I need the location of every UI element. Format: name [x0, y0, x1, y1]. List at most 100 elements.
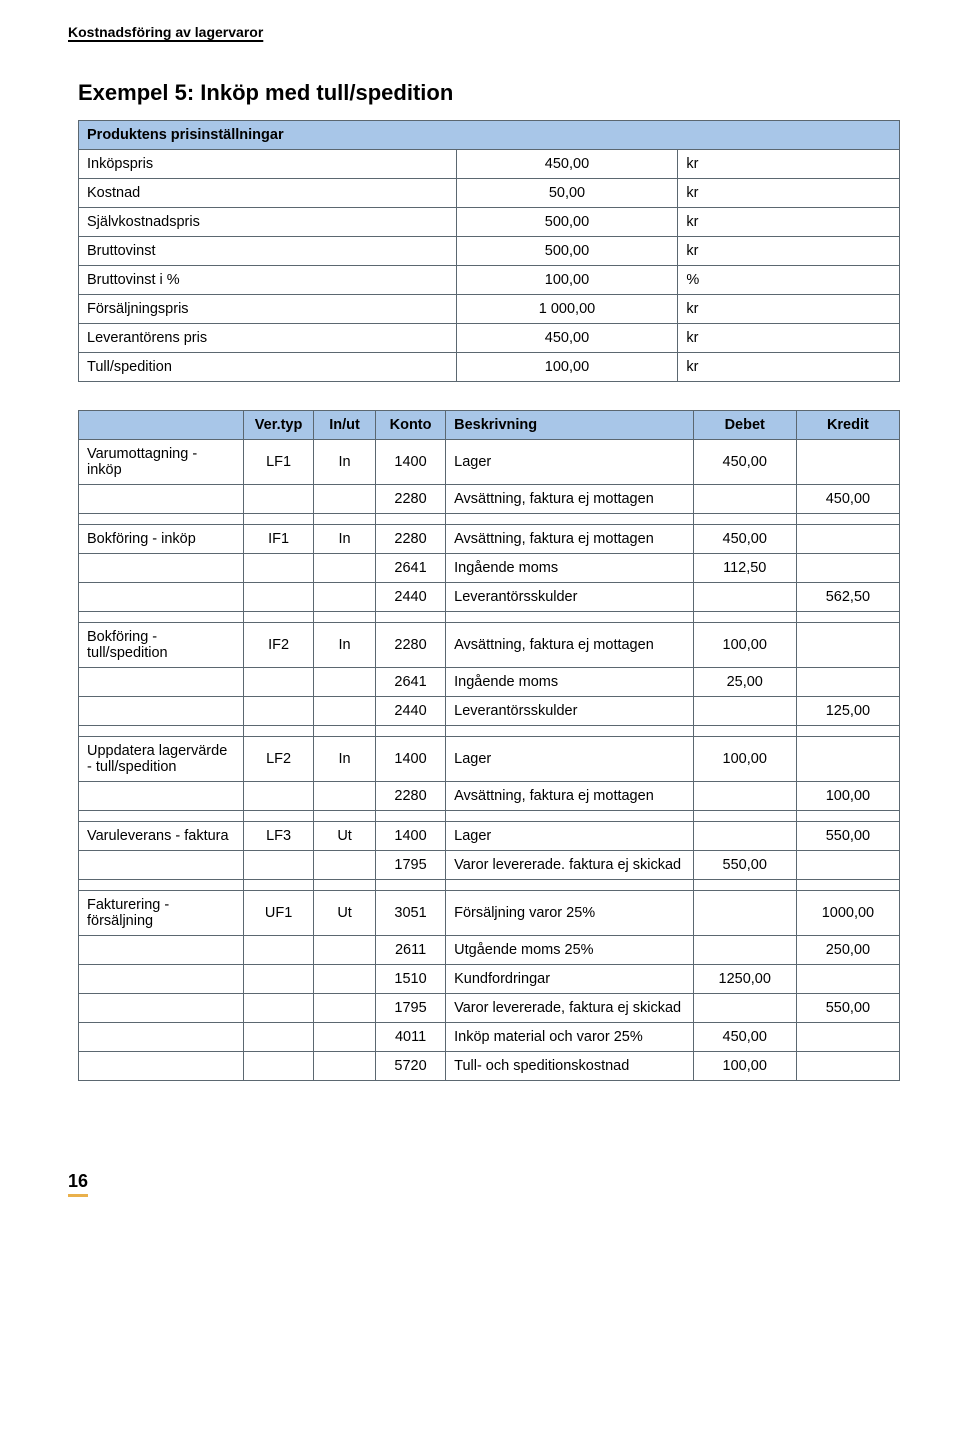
cell-category — [79, 782, 244, 811]
cell-beskrivning: Lager — [446, 737, 694, 782]
cell-beskrivning: Ingående moms — [446, 668, 694, 697]
running-header: Kostnadsföring av lagervaror — [68, 24, 900, 40]
cell-kredit — [796, 623, 899, 668]
price-label: Tull/spedition — [79, 353, 457, 382]
cell-ver: IF2 — [244, 623, 314, 668]
cell-kredit — [796, 965, 899, 994]
price-label: Inköpspris — [79, 150, 457, 179]
cell-category: Varumottagning - inköp — [79, 440, 244, 485]
cell-debet — [693, 936, 796, 965]
ledger-row: 2641Ingående moms112,50 — [79, 554, 900, 583]
ledger-row: Bokföring - inköpIF1In2280Avsättning, fa… — [79, 525, 900, 554]
cell-kredit — [796, 554, 899, 583]
price-unit: % — [678, 266, 900, 295]
cell-debet — [693, 782, 796, 811]
cell-category — [79, 485, 244, 514]
cell-ver — [244, 514, 314, 525]
ledger-row: 2641Ingående moms25,00 — [79, 668, 900, 697]
cell-kredit — [796, 880, 899, 891]
cell-debet — [693, 726, 796, 737]
cell-debet: 100,00 — [693, 737, 796, 782]
cell-category — [79, 612, 244, 623]
price-unit: kr — [678, 324, 900, 353]
cell-inut — [314, 880, 376, 891]
cell-kredit: 100,00 — [796, 782, 899, 811]
cell-beskrivning: Avsättning, faktura ej mottagen — [446, 485, 694, 514]
cell-konto: 1510 — [376, 965, 446, 994]
price-label: Självkostnadspris — [79, 208, 457, 237]
cell-konto: 1400 — [376, 822, 446, 851]
price-settings-table: Produktens prisinställningar Inköpspris4… — [78, 120, 900, 382]
cell-inut — [314, 1052, 376, 1081]
cell-konto: 2280 — [376, 623, 446, 668]
cell-konto — [376, 514, 446, 525]
cell-beskrivning: Utgående moms 25% — [446, 936, 694, 965]
ledger-row: 2440Leverantörsskulder562,50 — [79, 583, 900, 612]
page-title: Exempel 5: Inköp med tull/spedition — [78, 80, 900, 106]
price-label: Kostnad — [79, 179, 457, 208]
cell-category — [79, 936, 244, 965]
price-unit: kr — [678, 179, 900, 208]
price-unit: kr — [678, 353, 900, 382]
cell-ver: LF1 — [244, 440, 314, 485]
cell-ver — [244, 612, 314, 623]
col-inut: In/ut — [314, 411, 376, 440]
price-unit: kr — [678, 150, 900, 179]
ledger-row: Varumottagning - inköpLF1In1400Lager450,… — [79, 440, 900, 485]
cell-category — [79, 1052, 244, 1081]
cell-category: Bokföring - inköp — [79, 525, 244, 554]
cell-debet: 450,00 — [693, 525, 796, 554]
price-unit: kr — [678, 208, 900, 237]
cell-ver — [244, 485, 314, 514]
cell-konto — [376, 726, 446, 737]
cell-ver: LF2 — [244, 737, 314, 782]
cell-category — [79, 668, 244, 697]
cell-debet — [693, 612, 796, 623]
price-value: 100,00 — [456, 266, 678, 295]
cell-kredit — [796, 1052, 899, 1081]
cell-beskrivning: Inköp material och varor 25% — [446, 1023, 694, 1052]
ledger-row: 4011Inköp material och varor 25%450,00 — [79, 1023, 900, 1052]
cell-inut — [314, 782, 376, 811]
cell-kredit — [796, 612, 899, 623]
cell-category: Fakturering - försäljning — [79, 891, 244, 936]
cell-kredit: 1000,00 — [796, 891, 899, 936]
ledger-row: 2280Avsättning, faktura ej mottagen450,0… — [79, 485, 900, 514]
cell-ver — [244, 668, 314, 697]
cell-category: Varuleverans - faktura — [79, 822, 244, 851]
cell-inut — [314, 1023, 376, 1052]
cell-konto: 4011 — [376, 1023, 446, 1052]
cell-kredit: 125,00 — [796, 697, 899, 726]
col-konto: Konto — [376, 411, 446, 440]
cell-konto — [376, 811, 446, 822]
cell-inut: In — [314, 440, 376, 485]
ledger-row: 1510Kundfordringar1250,00 — [79, 965, 900, 994]
cell-kredit — [796, 737, 899, 782]
cell-debet — [693, 697, 796, 726]
cell-beskrivning: Lager — [446, 440, 694, 485]
cell-ver — [244, 811, 314, 822]
cell-beskrivning: Försäljning varor 25% — [446, 891, 694, 936]
cell-konto: 3051 — [376, 891, 446, 936]
cell-ver — [244, 1023, 314, 1052]
cell-debet — [693, 822, 796, 851]
cell-inut: Ut — [314, 822, 376, 851]
cell-konto — [376, 880, 446, 891]
cell-beskrivning: Leverantörsskulder — [446, 697, 694, 726]
cell-beskrivning: Kundfordringar — [446, 965, 694, 994]
cell-debet: 100,00 — [693, 1052, 796, 1081]
price-value: 500,00 — [456, 208, 678, 237]
cell-debet: 25,00 — [693, 668, 796, 697]
cell-kredit: 550,00 — [796, 994, 899, 1023]
cell-konto: 5720 — [376, 1052, 446, 1081]
price-unit: kr — [678, 237, 900, 266]
cell-inut — [314, 697, 376, 726]
cell-debet: 450,00 — [693, 1023, 796, 1052]
cell-ver: IF1 — [244, 525, 314, 554]
cell-debet — [693, 514, 796, 525]
ledger-row — [79, 612, 900, 623]
cell-ver: LF3 — [244, 822, 314, 851]
cell-beskrivning: Varor levererade. faktura ej skickad — [446, 851, 694, 880]
col-kredit: Kredit — [796, 411, 899, 440]
cell-konto: 1795 — [376, 851, 446, 880]
